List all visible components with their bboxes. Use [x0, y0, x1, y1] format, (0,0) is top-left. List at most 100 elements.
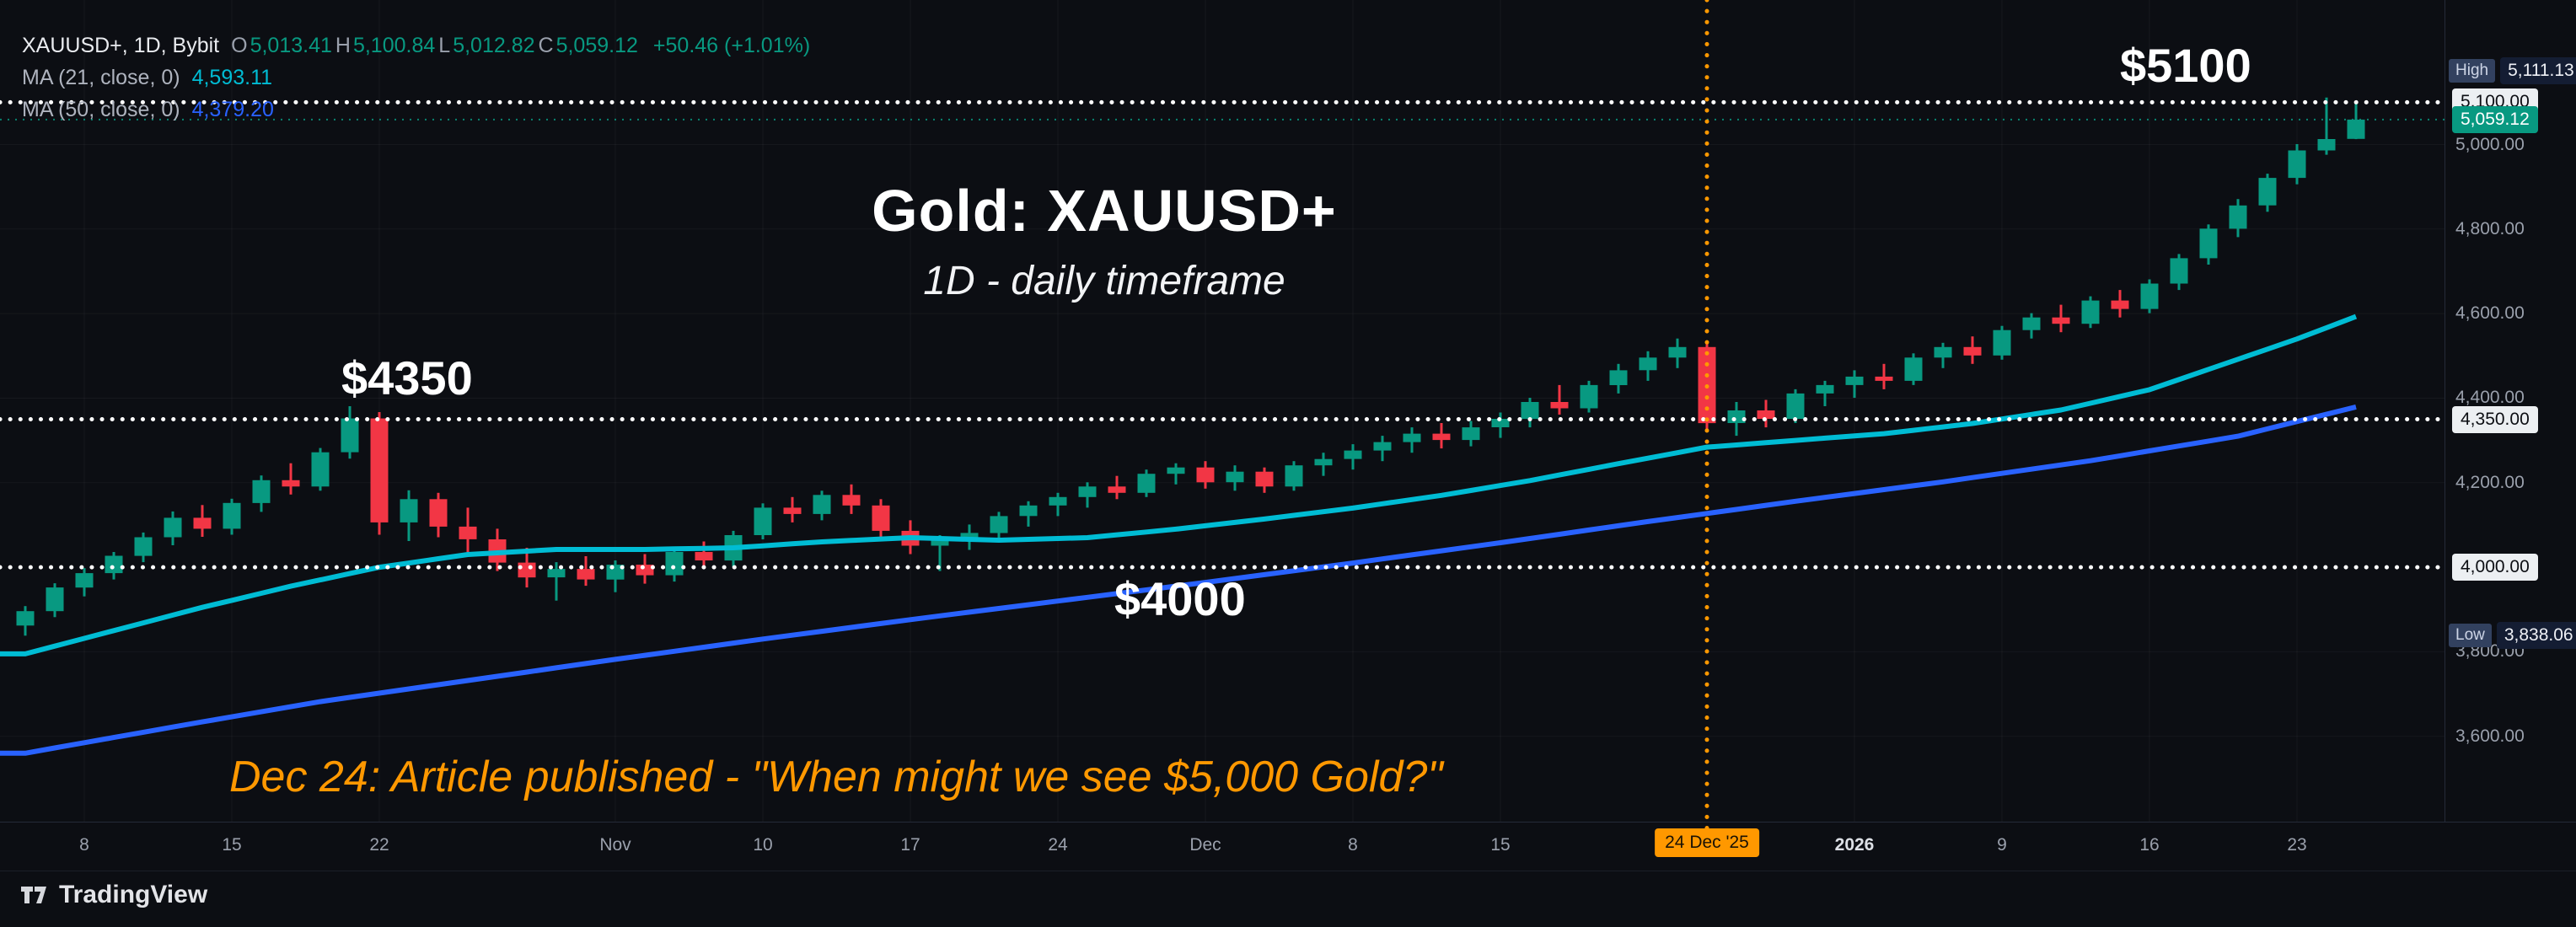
candle-body[interactable]: [75, 573, 94, 588]
candle-body[interactable]: [1550, 402, 1569, 409]
candle-body[interactable]: [1344, 450, 1362, 459]
chart-title-annotation[interactable]: Gold: XAUUSD+ 1D - daily timeframe: [759, 177, 1450, 304]
candle-body[interactable]: [695, 552, 713, 560]
candle-body[interactable]: [341, 418, 359, 453]
candle-body[interactable]: [2052, 317, 2070, 324]
candle-body[interactable]: [370, 418, 389, 522]
tradingview-wordmark[interactable]: TradingView: [59, 881, 208, 908]
time-tick: 8: [1348, 835, 1358, 855]
candle-body[interactable]: [400, 499, 418, 522]
time-tick: 22: [369, 835, 389, 855]
candle-body[interactable]: [2111, 300, 2129, 309]
candle-body[interactable]: [2081, 300, 2100, 324]
candle-body[interactable]: [1963, 346, 1982, 356]
candle-body[interactable]: [1993, 330, 2011, 356]
event-note-annotation[interactable]: Dec 24: Article published - "When might …: [229, 753, 1443, 801]
candle-body[interactable]: [2288, 150, 2306, 179]
candle-body[interactable]: [252, 480, 271, 503]
candle-body[interactable]: [990, 516, 1008, 533]
ma50-line[interactable]: [0, 404, 2357, 756]
candle-body[interactable]: [1727, 410, 1746, 423]
candle-body[interactable]: [134, 537, 153, 556]
ohlc-letter: C: [538, 34, 554, 57]
chart-title-text: Gold: XAUUSD+: [872, 178, 1337, 244]
candle-body[interactable]: [1609, 370, 1628, 385]
candle-body[interactable]: [2229, 205, 2247, 229]
candle-body[interactable]: [311, 452, 330, 487]
candle-body[interactable]: [842, 495, 861, 506]
candle-body[interactable]: [1226, 471, 1244, 483]
time-axis[interactable]: 8 15 22 Nov 10 17 24 Dec 8 15 2026 9 16 23 24 Dec '25: [0, 822, 2576, 871]
time-tick: 23: [2287, 835, 2307, 855]
candle-body[interactable]: [1196, 467, 1215, 483]
candle-body[interactable]: [1639, 357, 1657, 371]
candle-body[interactable]: [105, 555, 123, 574]
candle-body[interactable]: [2199, 228, 2218, 259]
candle-body[interactable]: [1786, 393, 1805, 419]
time-tick: 16: [2139, 835, 2160, 855]
candle-body[interactable]: [665, 552, 684, 576]
candle-body[interactable]: [282, 480, 300, 487]
candle-body[interactable]: [2347, 119, 2365, 139]
candle-body[interactable]: [1373, 442, 1392, 451]
candlestick-chart-canvas[interactable]: [0, 0, 2445, 868]
legend: XAUUSD+, 1D, Bybit O 5,013.41 H 5,100.84 L 5,…: [22, 34, 810, 130]
candle-body[interactable]: [164, 517, 182, 538]
candle-body[interactable]: [2258, 178, 2277, 206]
candle-body[interactable]: [813, 495, 831, 514]
candle-body[interactable]: [1403, 433, 1421, 442]
candle-body[interactable]: [1167, 467, 1185, 474]
indicator-legend-rows: MA (21, close, 0) 4,593.11 MA (50, close, …: [22, 66, 810, 122]
candle-body[interactable]: [1255, 471, 1274, 487]
candle-body[interactable]: [459, 526, 477, 539]
level-label-4000[interactable]: $4000: [1114, 572, 1246, 625]
indicator-row[interactable]: MA (50, close, 0) 4,379.20: [22, 98, 810, 122]
candle-body[interactable]: [1934, 346, 1952, 358]
candle-body[interactable]: [1668, 346, 1687, 358]
candle-body[interactable]: [547, 569, 566, 578]
candle-body[interactable]: [1049, 496, 1067, 506]
candle-body[interactable]: [1432, 433, 1451, 441]
candle-body[interactable]: [1491, 419, 1510, 427]
candle-body[interactable]: [636, 565, 654, 576]
candle-body[interactable]: [46, 587, 64, 612]
candle-body[interactable]: [2022, 317, 2041, 330]
candle-body[interactable]: [2317, 139, 2336, 151]
candle-body[interactable]: [872, 505, 890, 531]
candle-body[interactable]: [1580, 384, 1598, 409]
candle-body[interactable]: [16, 611, 35, 626]
candle-body[interactable]: [2140, 283, 2159, 309]
level-label-5100[interactable]: $5100: [2120, 39, 2251, 92]
candle-body[interactable]: [1521, 402, 1539, 420]
candle-body[interactable]: [1078, 486, 1097, 497]
level-label-4350[interactable]: $4350: [341, 351, 473, 405]
candle-body[interactable]: [1875, 376, 1893, 381]
candle-body[interactable]: [1019, 505, 1038, 517]
indicator-row[interactable]: MA (21, close, 0) 4,593.11: [22, 66, 810, 90]
time-tick: Dec: [1189, 835, 1221, 855]
candle-body[interactable]: [1285, 465, 1303, 487]
candle-body[interactable]: [1137, 474, 1156, 493]
legend-symbol-row[interactable]: XAUUSD+, 1D, Bybit O 5,013.41 H 5,100.84 L 5,…: [22, 34, 810, 58]
candle-body[interactable]: [1314, 458, 1333, 466]
candle-body[interactable]: [783, 507, 802, 514]
candle-body[interactable]: [429, 499, 448, 527]
chart-subtitle-text: 1D - daily timeframe: [923, 259, 1285, 303]
candle-body[interactable]: [960, 533, 979, 539]
candle-body[interactable]: [223, 502, 241, 529]
candle-body[interactable]: [518, 562, 536, 578]
candle-body[interactable]: [1757, 410, 1775, 419]
symbol-title[interactable]: XAUUSD+, 1D, Bybit: [22, 34, 220, 57]
candle-body[interactable]: [2170, 258, 2188, 284]
candle-body[interactable]: [1904, 357, 1923, 381]
candle-body[interactable]: [577, 569, 595, 580]
candle-body[interactable]: [193, 517, 212, 529]
tradingview-logo-icon[interactable]: [19, 880, 49, 910]
candle-body[interactable]: [1845, 376, 1864, 385]
candle-body[interactable]: [931, 539, 949, 546]
candle-body[interactable]: [1816, 384, 1834, 394]
candle-body[interactable]: [1462, 427, 1480, 441]
price-axis[interactable]: 5,000.00 4,800.00 4,600.00 4,400.00 4,200.00…: [2445, 0, 2576, 822]
candle-body[interactable]: [1108, 486, 1126, 493]
candle-body[interactable]: [754, 507, 772, 535]
